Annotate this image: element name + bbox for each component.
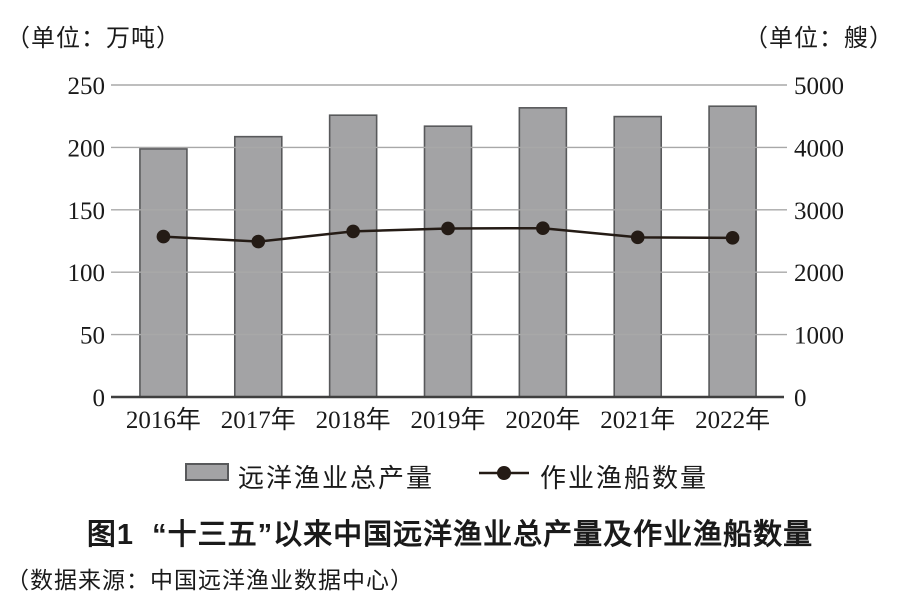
legend-line-label: 作业渔船数量 xyxy=(540,464,709,493)
data-point-2018年 xyxy=(346,224,360,239)
bar-2020年 xyxy=(518,107,568,398)
bar-2021年 xyxy=(613,115,663,398)
data-source-note: （数据来源：中国远洋渔业数据中心） xyxy=(6,568,414,593)
figure-title-text: “十三五”以来中国远洋渔业总产量及作业渔船数量 xyxy=(152,519,814,551)
left-axis-tick-50: 50 xyxy=(80,323,105,350)
right-axis-tick-1000: 1000 xyxy=(794,323,844,350)
x-label-2021年: 2021年 xyxy=(600,406,675,434)
left-axis-tick-200: 200 xyxy=(68,135,106,162)
data-point-2021年 xyxy=(630,230,645,245)
bar-2017年 xyxy=(233,135,283,398)
right-axis-tick-4000: 4000 xyxy=(794,135,844,162)
legend-line-sample xyxy=(479,466,529,480)
data-point-2020年 xyxy=(536,221,550,236)
right-axis-tick-5000: 5000 xyxy=(794,73,844,100)
right-axis-tick-2000: 2000 xyxy=(794,260,844,287)
right-axis-tick-3000: 3000 xyxy=(794,198,844,225)
legend-bar-label: 远洋渔业总产量 xyxy=(238,464,435,493)
x-label-2018年: 2018年 xyxy=(316,406,391,434)
x-label-2016年: 2016年 xyxy=(126,406,201,434)
x-label-2017年: 2017年 xyxy=(221,406,296,434)
left-axis-tick-0: 0 xyxy=(93,385,106,412)
right-axis-unit-label: （单位：艘） xyxy=(744,26,894,52)
bar-2019年 xyxy=(423,125,473,398)
bar-2018年 xyxy=(328,114,378,398)
legend-bar-swatch xyxy=(185,463,229,481)
left-axis-tick-250: 250 xyxy=(68,73,106,100)
x-label-2019年: 2019年 xyxy=(410,406,485,434)
bar-2022年 xyxy=(708,105,757,398)
figure-title: 图1 “十三五”以来中国远洋渔业总产量及作业渔船数量 xyxy=(0,511,900,553)
bar-2016年 xyxy=(139,148,188,398)
right-axis-tick-0: 0 xyxy=(794,385,807,412)
bar-line-chart: 0 0 50 1000 100 2000 150 3000 200 4000 250 5000 2016… xyxy=(68,73,845,434)
data-point-2016年 xyxy=(156,229,171,244)
left-axis-tick-100: 100 xyxy=(68,260,106,287)
data-point-2017年 xyxy=(251,234,266,249)
left-axis-unit-label: （单位：万吨） xyxy=(6,26,181,52)
data-point-2022年 xyxy=(725,231,740,245)
legend-dot-icon xyxy=(497,466,511,480)
x-label-2020年: 2020年 xyxy=(505,406,580,434)
data-point-2019年 xyxy=(441,221,455,236)
x-label-2022年: 2022年 xyxy=(695,406,770,434)
figure-title-prefix: 图1 xyxy=(86,519,135,551)
left-axis-tick-150: 150 xyxy=(68,198,106,225)
